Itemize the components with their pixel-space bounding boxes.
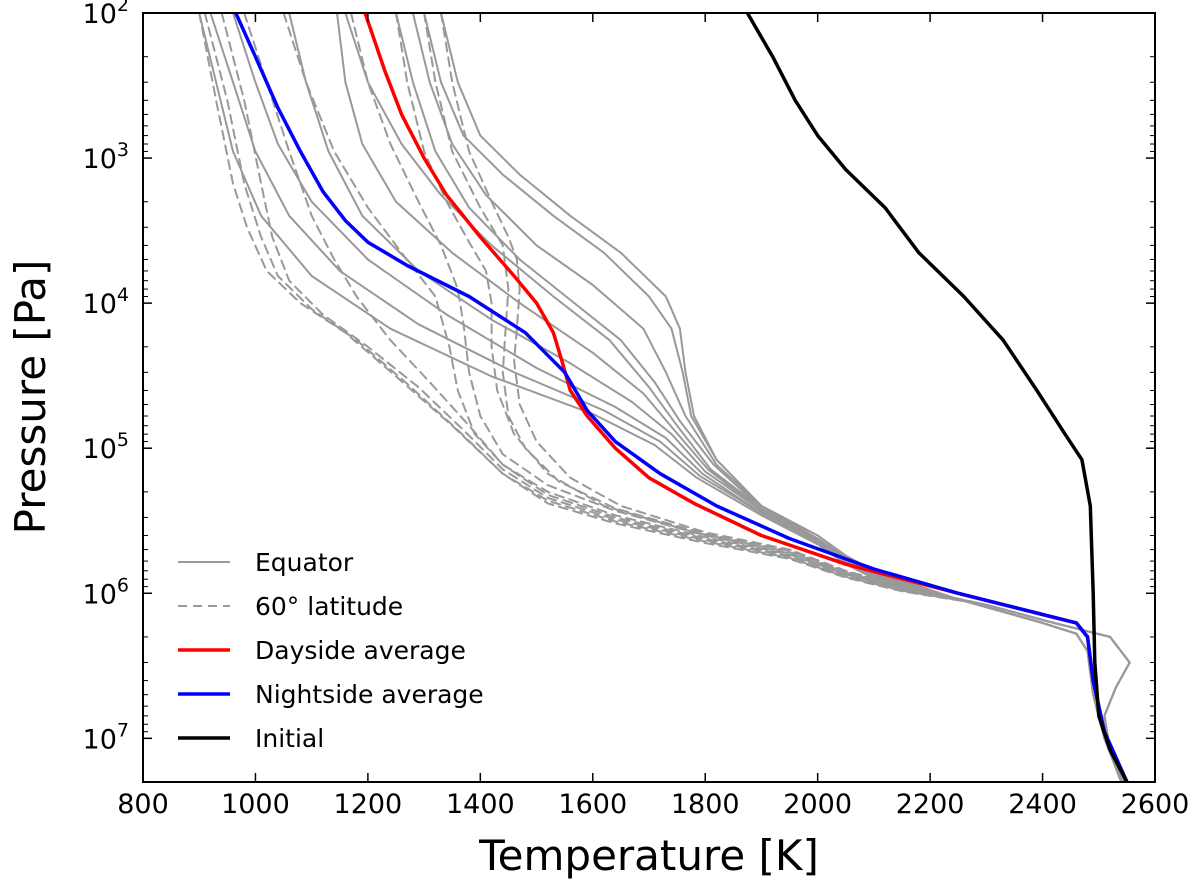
series-line-60-latitude-9 [198,13,1131,782]
x-tick-label: 1000 [221,789,290,820]
ticks-layer: 800 1000 1200 1400 1600 1800 2000 2200 2400 2600 1… [83,0,1190,820]
legend: Equator 60° latitude Dayside average Nig… [178,548,484,753]
y-axis-label: Pressure [Pa] [6,260,55,535]
series-layer [198,13,1131,782]
series-line-60-latitude-8 [203,13,1131,782]
y-tick-label: 102 [83,0,129,30]
x-tick-label: 2000 [783,789,852,820]
x-tick-label: 2200 [896,789,965,820]
series-line-equator-10 [198,13,1123,782]
x-tick-label: 1800 [671,789,740,820]
series-line-nightside-average [234,13,1129,782]
plot-background [143,13,1155,782]
series-line-initial [745,13,1129,782]
legend-label-initial: Initial [255,724,324,753]
x-tick-label: 2600 [1121,789,1190,820]
x-tick-label: 1200 [334,789,403,820]
legend-label-equator: Equator [255,548,354,577]
legend-label-nightside: Nightside average [255,680,484,709]
x-tick-label: 1400 [446,789,515,820]
legend-label-60-latitude: 60° latitude [255,592,403,621]
plot-frame [142,12,1156,783]
series-line-60-latitude-5 [282,13,1131,782]
y-tick-label: 103 [83,139,129,175]
x-tick-label: 800 [117,789,169,820]
x-tick-label: 1600 [558,789,627,820]
x-tick-label: 2400 [1008,789,1077,820]
y-tick-label: 107 [83,719,129,755]
y-tick-label: 106 [83,574,129,610]
x-axis-label: Temperature [K] [478,831,819,880]
y-tick-label: 104 [83,284,129,320]
legend-label-dayside: Dayside average [255,636,466,665]
y-tick-label: 105 [83,429,129,465]
